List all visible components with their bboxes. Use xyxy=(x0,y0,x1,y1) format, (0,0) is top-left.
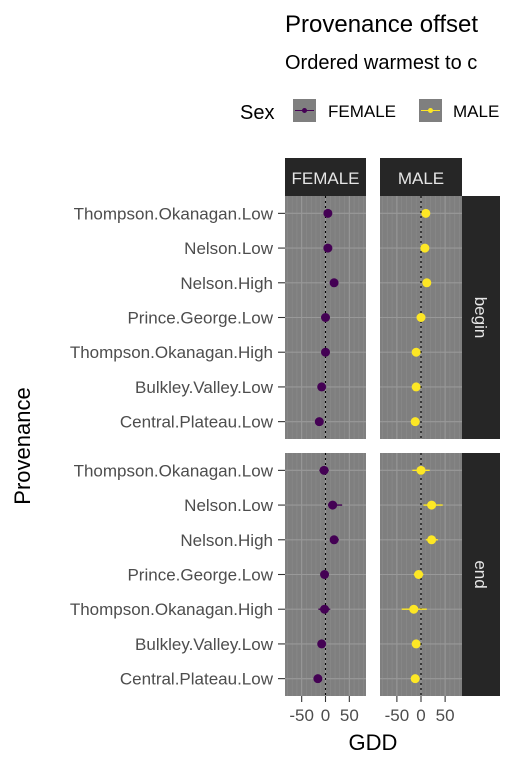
strip-female-bg xyxy=(285,158,366,196)
y-axis-title: Provenance xyxy=(10,387,35,504)
x-axis-title: GDD xyxy=(349,730,398,755)
x-tick-labels: -50 0 50 -50 0 50 xyxy=(289,696,455,725)
data-point xyxy=(409,604,419,614)
data-point xyxy=(317,639,327,649)
x-tick-label: -50 xyxy=(385,706,410,725)
y-tick-label: Central.Plateau.Low xyxy=(120,413,274,432)
data-point xyxy=(321,347,330,357)
panel-female-end xyxy=(285,453,366,696)
data-point xyxy=(410,674,420,684)
data-point xyxy=(329,278,339,288)
strip-begin-bg xyxy=(462,196,500,439)
y-tick-label: Nelson.Low xyxy=(184,496,274,515)
facet-strips: FEMALE MALE begin end xyxy=(285,158,500,696)
y-tick-label: Central.Plateau.Low xyxy=(120,670,274,689)
strip-end-bg xyxy=(462,453,500,696)
y-tick-label: Nelson.Low xyxy=(184,239,274,258)
data-point xyxy=(422,278,432,288)
legend: Sex FEMALE MALE xyxy=(240,99,499,124)
y-tick-label: Thompson.Okanagan.Low xyxy=(74,204,274,223)
y-tick-label: Thompson.Okanagan.High xyxy=(70,600,273,619)
data-point xyxy=(323,208,333,218)
data-point xyxy=(328,500,338,510)
panels xyxy=(285,196,462,696)
data-point xyxy=(416,465,426,475)
data-point xyxy=(313,674,323,684)
data-point xyxy=(411,347,421,357)
data-point xyxy=(420,243,430,253)
legend-key-male-point xyxy=(428,108,433,113)
strip-male-label: MALE xyxy=(398,169,444,188)
strip-end-label: end xyxy=(471,560,490,588)
data-point xyxy=(317,382,327,392)
legend-label-male: MALE xyxy=(453,102,499,121)
x-tick-label: -50 xyxy=(289,706,314,725)
legend-key-female-point xyxy=(302,108,307,113)
y-tick-label: Bulkley.Valley.Low xyxy=(135,378,274,397)
x-tick-label: 0 xyxy=(321,706,330,725)
y-tick-label: Thompson.Okanagan.Low xyxy=(74,461,274,480)
legend-title: Sex xyxy=(240,102,274,124)
y-tick-label: Nelson.High xyxy=(180,274,273,293)
data-point xyxy=(320,570,330,579)
data-point xyxy=(427,500,437,510)
data-point xyxy=(320,604,330,614)
x-tick-label: 0 xyxy=(416,706,425,725)
y-tick-label: Prince.George.Low xyxy=(127,566,273,585)
data-point xyxy=(411,639,421,649)
strip-male-bg xyxy=(380,158,462,196)
legend-label-female: FEMALE xyxy=(328,102,396,121)
data-point xyxy=(411,382,421,392)
y-tick-label: Bulkley.Valley.Low xyxy=(135,635,274,654)
y-tick-label: Prince.George.Low xyxy=(127,309,273,328)
data-point xyxy=(414,570,424,579)
data-point xyxy=(321,313,330,322)
panel-male-end xyxy=(380,453,462,696)
strip-begin-label: begin xyxy=(471,297,490,339)
data-point xyxy=(319,465,329,475)
y-tick-labels: Thompson.Okanagan.Low Nelson.Low Nelson.Hi… xyxy=(70,204,285,689)
y-tick-label: Nelson.High xyxy=(180,531,273,550)
x-tick-label: 50 xyxy=(436,706,455,725)
data-point xyxy=(421,208,431,218)
panel-female-begin xyxy=(285,196,366,439)
data-point xyxy=(410,417,420,427)
y-tick-label: Thompson.Okanagan.High xyxy=(70,343,273,362)
data-point xyxy=(329,535,339,545)
data-point xyxy=(323,243,333,253)
panel-male-begin xyxy=(380,196,462,439)
data-point xyxy=(427,535,437,545)
data-point xyxy=(314,417,324,427)
chart-title: Provenance offset xyxy=(285,11,478,38)
strip-female-label: FEMALE xyxy=(291,169,359,188)
data-point xyxy=(416,313,426,322)
chart-subtitle: Ordered warmest to c xyxy=(285,52,477,74)
x-tick-label: 50 xyxy=(340,706,359,725)
